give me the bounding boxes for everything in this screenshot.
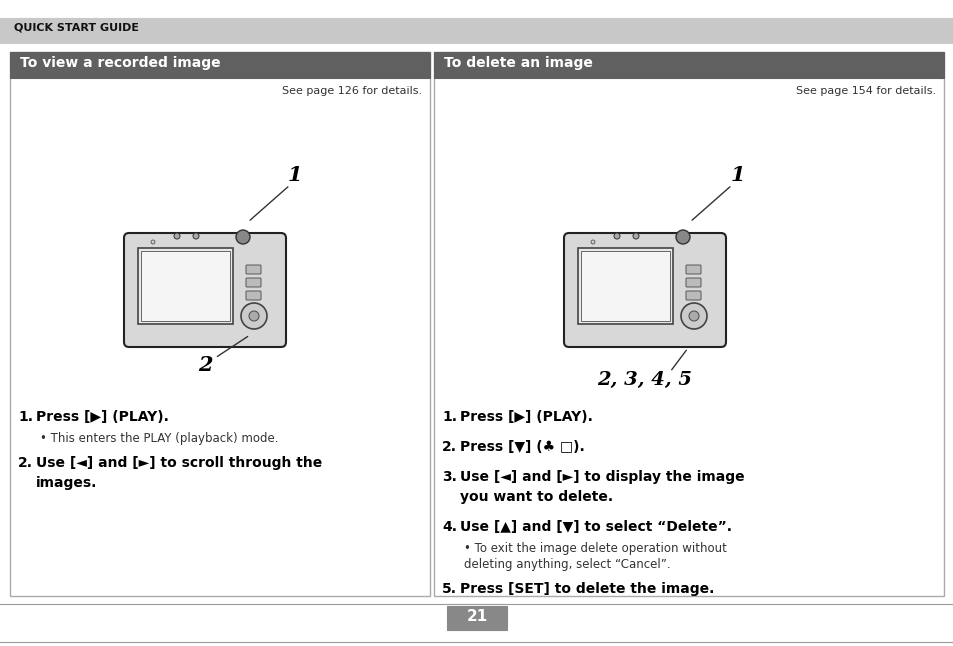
Text: 2.: 2. (441, 440, 456, 454)
Text: Press [▼] (♣ □).: Press [▼] (♣ □). (459, 440, 584, 454)
Text: Press [▶] (PLAY).: Press [▶] (PLAY). (36, 410, 169, 424)
Text: 4.: 4. (441, 520, 456, 534)
FancyBboxPatch shape (10, 52, 430, 78)
FancyBboxPatch shape (434, 52, 943, 78)
Text: Use [◄] and [►] to display the image: Use [◄] and [►] to display the image (459, 470, 744, 484)
Text: To delete an image: To delete an image (443, 56, 592, 70)
Text: Use [▲] and [▼] to select “Delete”.: Use [▲] and [▼] to select “Delete”. (459, 520, 731, 534)
Circle shape (688, 311, 699, 321)
FancyBboxPatch shape (434, 52, 943, 596)
Text: Press [SET] to delete the image.: Press [SET] to delete the image. (459, 582, 714, 596)
Circle shape (249, 311, 258, 321)
Text: • To exit the image delete operation without: • To exit the image delete operation wit… (463, 542, 726, 555)
FancyBboxPatch shape (246, 305, 261, 314)
FancyBboxPatch shape (246, 265, 261, 274)
Text: • This enters the PLAY (playback) mode.: • This enters the PLAY (playback) mode. (40, 432, 278, 445)
FancyBboxPatch shape (578, 248, 672, 324)
Text: QUICK START GUIDE: QUICK START GUIDE (14, 22, 139, 32)
FancyBboxPatch shape (685, 291, 700, 300)
Text: 21: 21 (466, 609, 487, 624)
Circle shape (193, 233, 199, 239)
FancyBboxPatch shape (124, 233, 286, 347)
FancyBboxPatch shape (0, 0, 953, 18)
Text: images.: images. (36, 476, 97, 490)
FancyBboxPatch shape (685, 278, 700, 287)
Text: 2: 2 (197, 355, 212, 375)
Text: you want to delete.: you want to delete. (459, 490, 613, 504)
FancyBboxPatch shape (447, 606, 506, 630)
Circle shape (680, 303, 706, 329)
Circle shape (633, 233, 639, 239)
Text: 1: 1 (288, 165, 302, 185)
Circle shape (235, 230, 250, 244)
FancyBboxPatch shape (138, 248, 233, 324)
FancyBboxPatch shape (246, 291, 261, 300)
Circle shape (241, 303, 267, 329)
Circle shape (676, 230, 689, 244)
Text: To view a recorded image: To view a recorded image (20, 56, 220, 70)
FancyBboxPatch shape (246, 278, 261, 287)
FancyBboxPatch shape (0, 44, 953, 602)
Text: See page 154 for details.: See page 154 for details. (795, 86, 935, 96)
Text: 5.: 5. (441, 582, 456, 596)
Circle shape (614, 233, 619, 239)
Text: 3.: 3. (441, 470, 456, 484)
Text: deleting anything, select “Cancel”.: deleting anything, select “Cancel”. (463, 558, 670, 571)
Text: 1: 1 (730, 165, 744, 185)
FancyBboxPatch shape (685, 305, 700, 314)
Text: 2, 3, 4, 5: 2, 3, 4, 5 (597, 371, 692, 389)
Circle shape (590, 240, 595, 244)
FancyBboxPatch shape (0, 18, 953, 44)
FancyBboxPatch shape (685, 265, 700, 274)
FancyBboxPatch shape (10, 52, 430, 596)
FancyBboxPatch shape (580, 251, 669, 321)
Text: 1.: 1. (18, 410, 33, 424)
Text: Use [◄] and [►] to scroll through the: Use [◄] and [►] to scroll through the (36, 456, 322, 470)
Text: See page 126 for details.: See page 126 for details. (281, 86, 421, 96)
Text: 2.: 2. (18, 456, 33, 470)
FancyBboxPatch shape (141, 251, 230, 321)
Text: Press [▶] (PLAY).: Press [▶] (PLAY). (459, 410, 592, 424)
Text: 1.: 1. (441, 410, 456, 424)
FancyBboxPatch shape (563, 233, 725, 347)
Circle shape (173, 233, 180, 239)
Circle shape (151, 240, 154, 244)
